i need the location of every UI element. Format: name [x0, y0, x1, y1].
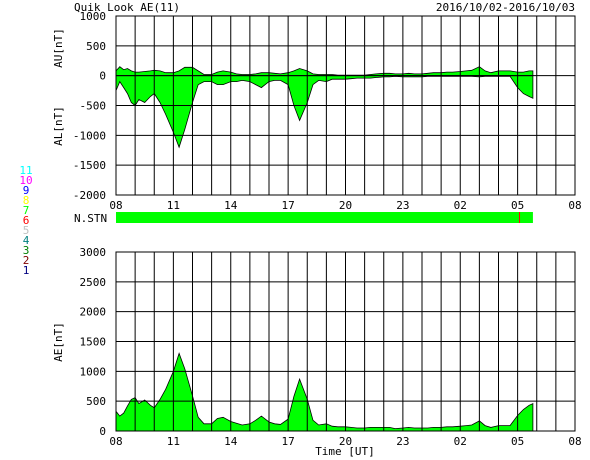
station-count-label: 7	[23, 204, 30, 217]
x-tick-label: 02	[454, 199, 467, 212]
y-tick-label: 3000	[80, 246, 107, 259]
station-count-label: 9	[23, 184, 30, 197]
ae-fill	[115, 352, 534, 432]
station-count-label: 10	[19, 174, 32, 187]
station-count-label: 1	[23, 264, 30, 277]
ae-xticks: 08 11 14 17 20 23 02 05 08	[109, 435, 581, 448]
x-tick-label: 02	[454, 435, 467, 448]
station-count-label: 11	[19, 164, 32, 177]
y-tick-label: 500	[86, 40, 106, 53]
y-tick-label: 2000	[80, 306, 107, 319]
x-tick-label: 23	[396, 199, 409, 212]
y-tick-label: 500	[86, 395, 106, 408]
station-count-label: 6	[23, 214, 30, 227]
plot-title: Quik Look AE(11)	[74, 1, 180, 14]
au-al-xticks: 08 11 14 17 20 23 02 05 08	[109, 199, 581, 212]
x-tick-label: 20	[339, 435, 352, 448]
y-tick-label: 1000	[80, 10, 107, 23]
x-tick-label: 08	[568, 435, 581, 448]
ae-yticks: 3000 2500 2000 1500 1000 500 0	[80, 246, 107, 438]
nstn-bar	[116, 212, 533, 223]
series-area-1	[115, 75, 534, 149]
au-al-frame	[115, 15, 576, 196]
x-tick-label: 08	[109, 199, 122, 212]
x-tick-label: 05	[511, 435, 524, 448]
x-tick-label: 14	[224, 435, 238, 448]
ae-axis-label: AE[nT]	[52, 322, 65, 362]
x-tick-label: 14	[224, 199, 238, 212]
x-tick-label: 20	[339, 199, 352, 212]
al-axis-label: AL[nT]	[52, 106, 65, 146]
x-tick-label: 23	[396, 435, 409, 448]
x-tick-label: 05	[511, 199, 524, 212]
au-al-grid	[116, 15, 575, 196]
au-al-yticks: 1000 500 0 -500 -1000 -1500 -2000	[73, 10, 106, 202]
x-tick-label: 17	[282, 435, 295, 448]
y-tick-label: 1000	[80, 365, 107, 378]
y-tick-label: -1000	[73, 129, 106, 142]
x-axis-label: Time [UT]	[315, 445, 375, 458]
au-al-fill	[115, 66, 534, 149]
y-tick-label: -500	[80, 100, 107, 113]
x-tick-label: 11	[167, 199, 180, 212]
series-area-0	[115, 66, 534, 77]
au-al-panel: 1000 500 0 -500 -1000 -1500 -2000 08 11 14 17 20 23…	[52, 10, 582, 212]
station-count-label: 2	[23, 254, 30, 267]
y-tick-label: -2000	[73, 189, 106, 202]
y-tick-label: 0	[99, 70, 106, 83]
x-tick-label: 11	[167, 435, 180, 448]
y-tick-label: 2500	[80, 276, 107, 289]
date-range: 2016/10/02-2016/10/03	[436, 1, 575, 14]
y-tick-label: -1500	[73, 159, 106, 172]
au-axis-label: AU[nT]	[52, 28, 65, 68]
x-tick-label: 17	[282, 199, 295, 212]
ae-frame	[115, 251, 576, 432]
y-tick-label: 0	[99, 425, 106, 438]
y-tick-label: 1500	[80, 336, 107, 349]
station-count-label: 8	[23, 194, 30, 207]
x-tick-label: 08	[109, 435, 122, 448]
series-area-0	[115, 352, 534, 432]
x-tick-label: 08	[568, 199, 581, 212]
station-count-label: 3	[23, 244, 30, 257]
nstn-label: N.STN	[74, 212, 107, 225]
station-count-label: 4	[23, 234, 30, 247]
station-count-label: 5	[23, 224, 30, 237]
